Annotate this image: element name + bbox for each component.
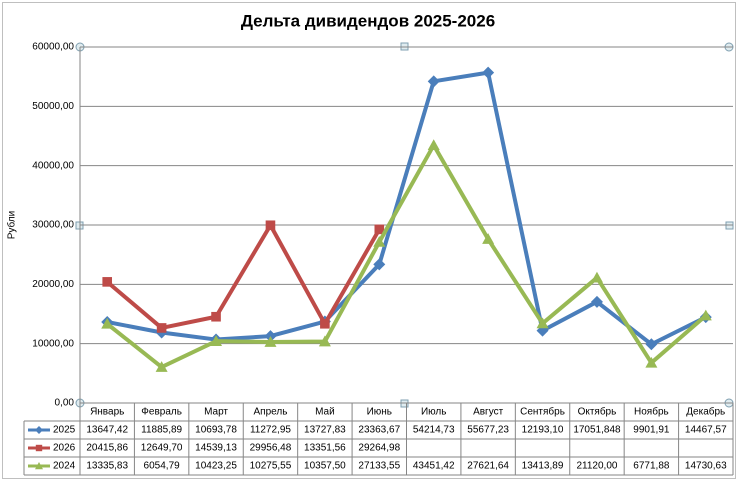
series-line	[106, 70, 707, 347]
marker	[482, 233, 495, 244]
y-tick-label: 60000,00	[32, 42, 74, 53]
marker	[699, 309, 712, 321]
marker	[265, 220, 276, 231]
x-tick-label: Июнь	[367, 407, 392, 418]
y-tick-label: 50000,00	[32, 101, 74, 112]
marker	[318, 335, 331, 347]
table-value: 10357,50	[304, 461, 346, 472]
x-tick-label: Август	[473, 407, 504, 418]
chart-title: Дельта дивидендов 2025-2026	[241, 11, 495, 30]
table-value: 23363,67	[358, 425, 400, 436]
table-value: 13727,83	[304, 425, 346, 436]
table-value: 6054,79	[144, 461, 181, 472]
marker	[373, 258, 386, 271]
marker	[482, 66, 495, 79]
marker	[264, 336, 277, 347]
series-line	[105, 223, 382, 330]
marker	[155, 361, 168, 372]
marker	[374, 224, 385, 235]
table-value: 43451,42	[413, 461, 455, 472]
marker	[211, 311, 221, 322]
x-tick-label: Сентябрь	[520, 406, 565, 418]
marker	[373, 236, 386, 247]
marker	[427, 75, 440, 88]
y-tick-label: 10000,00	[32, 338, 74, 349]
table-value: 54214,73	[413, 425, 455, 436]
table-value: 13647,42	[86, 425, 128, 436]
marker	[427, 139, 440, 150]
legend-label: 2026	[53, 443, 76, 454]
marker	[590, 295, 603, 308]
table-value: 14539,13	[195, 443, 237, 454]
table-value: 9901,91	[633, 425, 670, 436]
table-value: 10693,78	[195, 425, 237, 436]
marker	[536, 317, 549, 329]
y-axis-label: Рубли	[6, 211, 18, 239]
table-value: 14730,63	[685, 461, 727, 472]
series-line	[105, 143, 708, 370]
legend-marker	[35, 462, 43, 470]
table-value: 13413,89	[522, 461, 564, 472]
table-value: 14467,57	[685, 425, 727, 436]
y-tick-label: 0,00	[55, 398, 75, 409]
x-tick-label: Июль	[421, 407, 447, 418]
y-tick-label: 30000,00	[32, 220, 74, 231]
table-value: 27621,64	[467, 461, 509, 472]
table-value: 17051,848	[573, 425, 621, 436]
y-tick-label: 40000,00	[32, 160, 74, 171]
marker	[210, 335, 223, 346]
x-tick-label: Февраль	[141, 407, 182, 418]
marker	[645, 338, 658, 351]
table-value: 11885,89	[141, 425, 182, 436]
table-value: 11272,95	[250, 425, 291, 436]
x-tick-label: Декабрь	[686, 406, 725, 418]
x-tick-label: Октябрь	[578, 406, 617, 418]
marker	[645, 356, 658, 368]
table-value: 6771,88	[633, 461, 670, 472]
x-tick-label: Январь	[90, 407, 124, 418]
x-tick-label: Ноябрь	[634, 406, 669, 418]
table-value: 12193,10	[522, 425, 564, 436]
table-value: 10423,25	[195, 461, 237, 472]
x-tick-label: Март	[204, 407, 228, 418]
marker	[102, 277, 113, 287]
table-value: 55677,23	[467, 425, 509, 436]
legend-label: 2025	[53, 425, 76, 436]
table-value: 13351,56	[304, 443, 346, 454]
table-value: 10275,55	[250, 461, 292, 472]
table-value: 12649,70	[141, 443, 183, 454]
table-value: 21120,00	[576, 461, 617, 472]
table-value: 29264,98	[358, 443, 400, 454]
y-tick-label: 20000,00	[32, 279, 74, 290]
table-value: 20415,86	[86, 443, 128, 454]
marker	[590, 271, 603, 283]
chart-border	[2, 2, 736, 479]
table-value: 27133,55	[358, 461, 400, 472]
table-value: 29956,48	[250, 443, 292, 454]
x-tick-label: Апрель	[253, 407, 287, 418]
marker	[320, 318, 330, 329]
legend-label: 2024	[53, 461, 76, 472]
legend-marker	[35, 444, 43, 452]
marker	[101, 317, 114, 329]
legend-marker	[35, 426, 43, 434]
table-value: 13335,83	[86, 461, 128, 472]
x-tick-label: Май	[315, 407, 335, 418]
marker	[156, 323, 167, 333]
